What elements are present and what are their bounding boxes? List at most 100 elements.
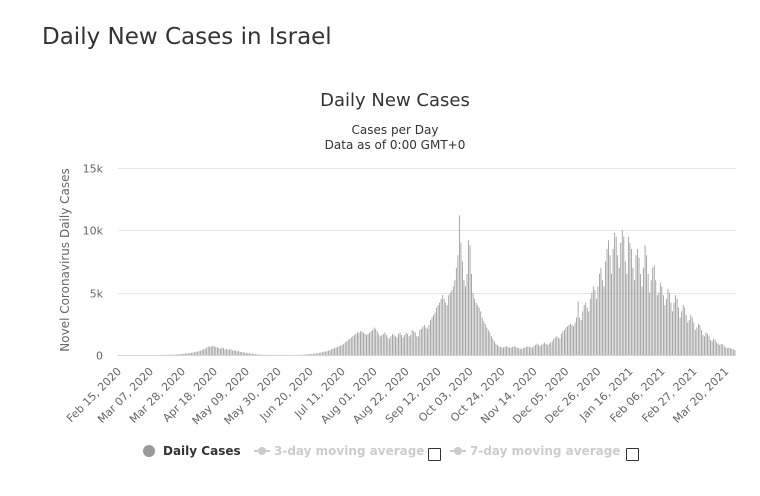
bar[interactable] bbox=[407, 333, 409, 355]
bar[interactable] bbox=[732, 349, 734, 355]
bar[interactable] bbox=[638, 257, 640, 355]
bar[interactable] bbox=[576, 317, 578, 355]
bar[interactable] bbox=[452, 286, 454, 355]
bar[interactable] bbox=[469, 245, 471, 355]
bar[interactable] bbox=[468, 240, 469, 355]
bar[interactable] bbox=[647, 273, 649, 355]
bar[interactable] bbox=[451, 290, 453, 355]
bar[interactable] bbox=[250, 353, 252, 356]
bar[interactable] bbox=[697, 323, 699, 355]
bar[interactable] bbox=[688, 320, 690, 355]
bar[interactable] bbox=[385, 335, 387, 355]
bar[interactable] bbox=[685, 315, 687, 355]
bar[interactable] bbox=[207, 346, 209, 355]
bar[interactable] bbox=[667, 288, 669, 355]
bar[interactable] bbox=[183, 353, 185, 355]
bar[interactable] bbox=[708, 336, 710, 355]
bar[interactable] bbox=[632, 267, 634, 355]
bar[interactable] bbox=[398, 333, 399, 355]
bar[interactable] bbox=[627, 236, 629, 355]
bar[interactable] bbox=[238, 350, 240, 355]
bar[interactable] bbox=[455, 267, 457, 355]
bar[interactable] bbox=[370, 331, 372, 355]
bar[interactable] bbox=[586, 307, 588, 355]
bar[interactable] bbox=[615, 236, 617, 355]
bar[interactable] bbox=[711, 341, 713, 355]
bar[interactable] bbox=[314, 353, 316, 356]
bar[interactable] bbox=[600, 267, 602, 355]
bar[interactable] bbox=[525, 346, 527, 355]
bar[interactable] bbox=[200, 350, 202, 355]
bar[interactable] bbox=[722, 344, 724, 355]
bar[interactable] bbox=[373, 327, 375, 355]
bar[interactable] bbox=[528, 346, 530, 355]
bar[interactable] bbox=[579, 317, 581, 355]
bar[interactable] bbox=[323, 351, 325, 355]
bar[interactable] bbox=[545, 343, 547, 355]
bar[interactable] bbox=[416, 336, 418, 355]
bar[interactable] bbox=[363, 332, 364, 355]
bar[interactable] bbox=[458, 215, 460, 355]
bar[interactable] bbox=[445, 302, 447, 355]
bar[interactable] bbox=[175, 354, 177, 356]
bar[interactable] bbox=[535, 345, 536, 355]
bar[interactable] bbox=[588, 311, 590, 355]
bar[interactable] bbox=[621, 230, 623, 355]
bar[interactable] bbox=[223, 348, 224, 355]
bar[interactable] bbox=[352, 336, 354, 355]
bar[interactable] bbox=[251, 353, 253, 355]
bar[interactable] bbox=[399, 332, 401, 355]
bar[interactable] bbox=[337, 346, 339, 355]
bar[interactable] bbox=[492, 338, 494, 355]
bar[interactable] bbox=[655, 280, 657, 355]
bar[interactable] bbox=[532, 347, 533, 355]
bar[interactable] bbox=[664, 305, 666, 355]
bar[interactable] bbox=[644, 245, 646, 355]
bar[interactable] bbox=[710, 340, 711, 355]
bar[interactable] bbox=[338, 346, 340, 355]
bar[interactable] bbox=[504, 346, 506, 355]
bar[interactable] bbox=[662, 295, 664, 355]
bar[interactable] bbox=[181, 353, 183, 355]
bar[interactable] bbox=[650, 280, 652, 355]
bar[interactable] bbox=[317, 353, 319, 355]
bar[interactable] bbox=[661, 286, 663, 355]
bar[interactable] bbox=[574, 322, 576, 355]
bar[interactable] bbox=[395, 336, 396, 355]
bar[interactable] bbox=[729, 348, 731, 355]
bar[interactable] bbox=[481, 317, 483, 355]
bar[interactable] bbox=[513, 346, 515, 355]
bar[interactable] bbox=[731, 348, 733, 355]
bar[interactable] bbox=[510, 347, 512, 355]
bar[interactable] bbox=[716, 342, 718, 355]
bar[interactable] bbox=[219, 348, 221, 355]
bar[interactable] bbox=[306, 354, 308, 355]
bar[interactable] bbox=[681, 311, 683, 355]
bar[interactable] bbox=[670, 302, 672, 355]
bar[interactable] bbox=[460, 242, 462, 355]
bar[interactable] bbox=[591, 292, 593, 355]
bar[interactable] bbox=[221, 347, 223, 355]
bar[interactable] bbox=[635, 255, 637, 355]
bar[interactable] bbox=[212, 345, 214, 355]
bar[interactable] bbox=[490, 336, 492, 355]
bar[interactable] bbox=[448, 295, 450, 355]
bar[interactable] bbox=[629, 242, 631, 355]
bar[interactable] bbox=[215, 346, 217, 355]
bar[interactable] bbox=[713, 338, 715, 355]
bar[interactable] bbox=[726, 348, 728, 355]
bar[interactable] bbox=[443, 298, 445, 355]
bar[interactable] bbox=[554, 337, 556, 355]
bar[interactable] bbox=[229, 349, 230, 355]
bar[interactable] bbox=[255, 354, 256, 355]
checkbox-3-day-average[interactable] bbox=[428, 448, 441, 461]
bar[interactable] bbox=[454, 280, 456, 355]
bar[interactable] bbox=[559, 338, 561, 355]
bar[interactable] bbox=[617, 255, 619, 355]
bar[interactable] bbox=[328, 350, 329, 355]
bar[interactable] bbox=[227, 350, 229, 355]
bar[interactable] bbox=[209, 346, 211, 355]
bar[interactable] bbox=[541, 345, 542, 355]
bar[interactable] bbox=[672, 311, 673, 355]
bar[interactable] bbox=[253, 354, 255, 355]
